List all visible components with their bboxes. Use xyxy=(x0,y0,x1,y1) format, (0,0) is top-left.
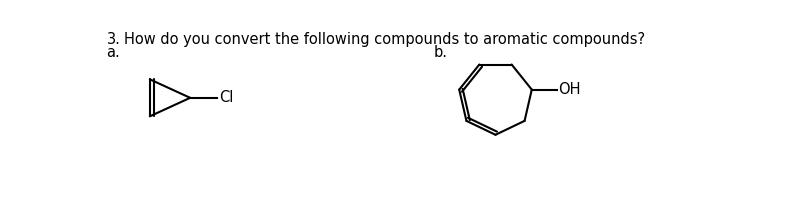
Text: Cl: Cl xyxy=(220,90,234,105)
Text: OH: OH xyxy=(558,82,581,97)
Text: 3.: 3. xyxy=(107,32,120,47)
Text: a.: a. xyxy=(107,45,120,60)
Text: b.: b. xyxy=(434,45,448,60)
Text: How do you convert the following compounds to aromatic compounds?: How do you convert the following compoun… xyxy=(124,32,645,47)
